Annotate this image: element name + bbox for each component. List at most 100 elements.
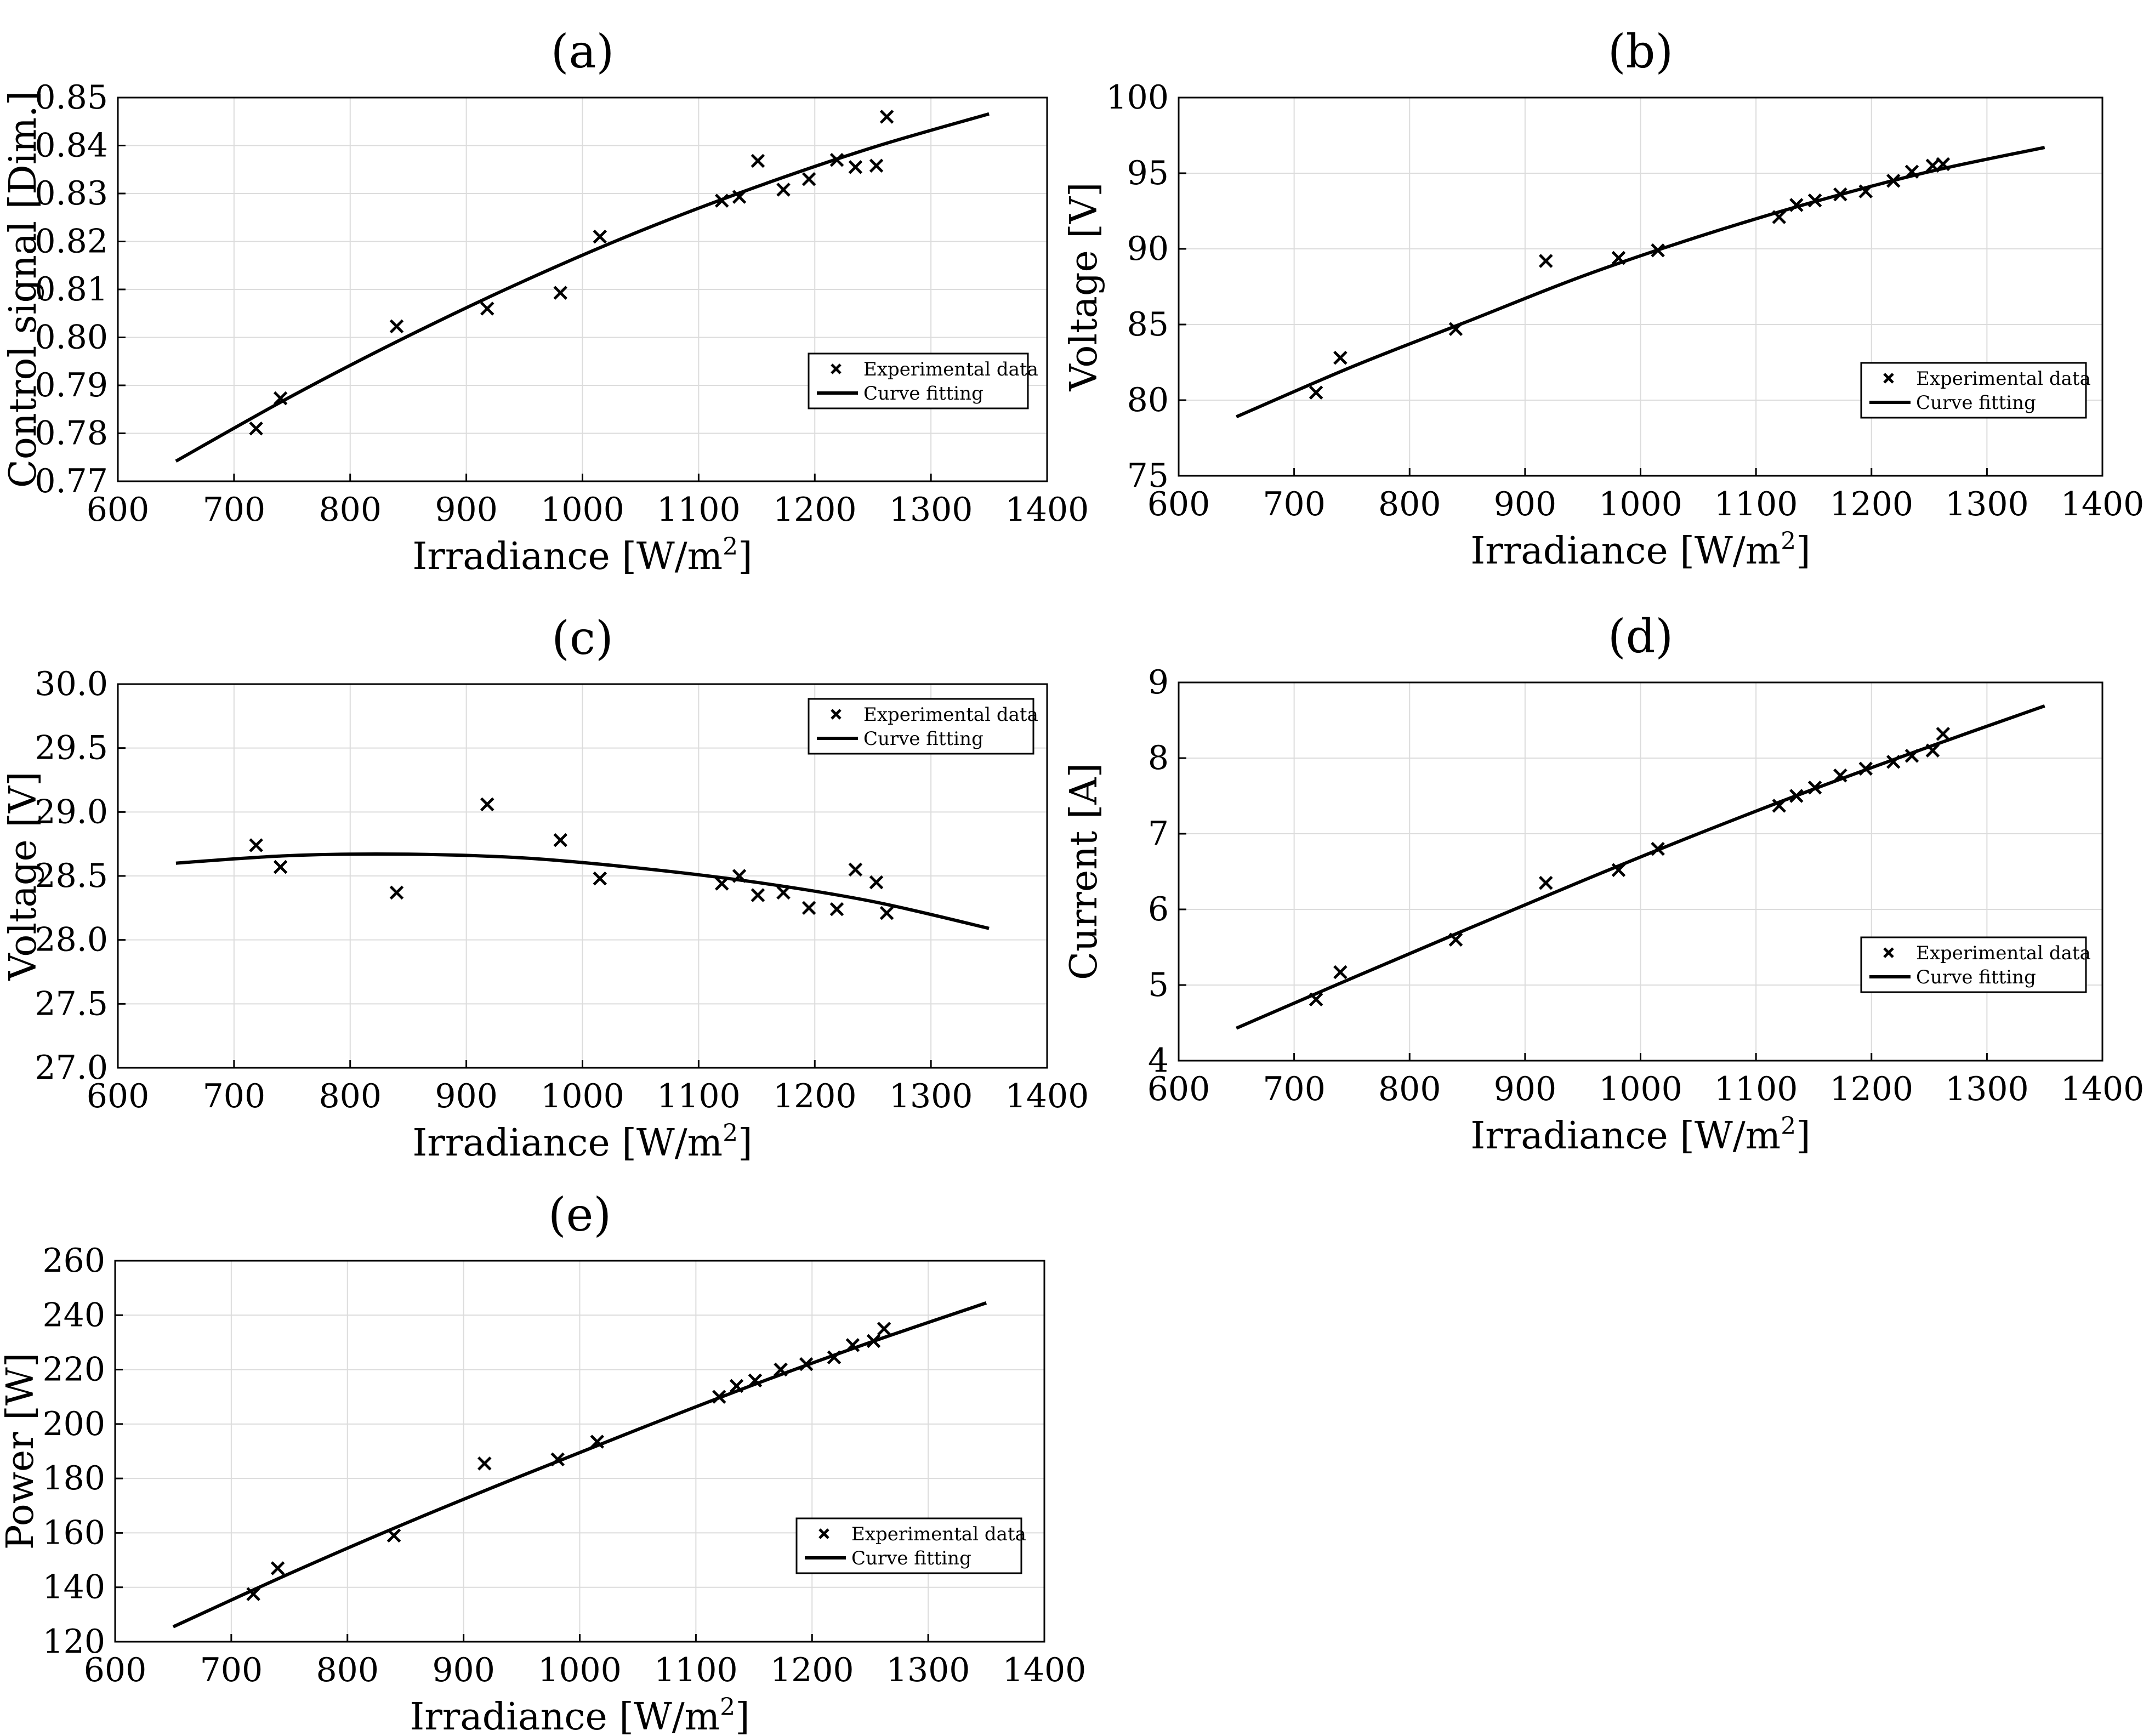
legend-label-fit: Curve fitting xyxy=(863,728,983,750)
data-point xyxy=(249,421,263,436)
legend-marker xyxy=(831,709,842,720)
legend-box xyxy=(1860,936,2087,993)
y-tick-label: 75 xyxy=(1127,457,1169,495)
x-tick-label: 1200 xyxy=(770,1651,854,1689)
x-tick-label: 900 xyxy=(432,1651,495,1689)
x-tick-label: 1400 xyxy=(1005,491,1089,529)
fit-curve-e xyxy=(172,1301,987,1629)
data-point xyxy=(593,229,607,244)
data-point xyxy=(751,153,765,168)
y-tick-label: 28.0 xyxy=(35,921,108,959)
data-point xyxy=(801,901,816,915)
x-tick-label: 1000 xyxy=(541,1077,624,1115)
legend-label-experimental: Experimental data xyxy=(1916,368,2091,390)
x-tick-label: 1200 xyxy=(1829,485,1913,523)
x-axis-label-text: Irradiance [W/m xyxy=(410,1695,720,1736)
legend-label-experimental: Experimental data xyxy=(863,704,1038,726)
y-tick-label: 9 xyxy=(1148,663,1169,702)
data-point xyxy=(270,1561,285,1575)
y-axis-label-a: Control signal [Dim.] xyxy=(2,91,45,488)
x-axis-label-end: ] xyxy=(738,1122,753,1165)
x-tick-label: 600 xyxy=(87,1077,150,1115)
data-point xyxy=(480,797,494,812)
x-tick-label: 1100 xyxy=(1714,485,1798,523)
data-point xyxy=(1936,727,1951,741)
data-point xyxy=(593,871,607,886)
x-tick-label: 1400 xyxy=(1003,1651,1087,1689)
legend-label-fit: Curve fitting xyxy=(863,383,983,405)
fit-curve-d xyxy=(1236,704,2045,1030)
fit-curve-a xyxy=(175,112,990,463)
data-point xyxy=(879,110,894,124)
x-tick-label: 1000 xyxy=(1599,1070,1682,1108)
data-point xyxy=(1333,350,1348,365)
y-tick-label: 27.0 xyxy=(35,1049,108,1087)
y-tick-label: 100 xyxy=(1106,78,1169,117)
legend-box xyxy=(808,352,1029,409)
x-axis-label-text: Irradiance [W/m xyxy=(412,535,723,578)
data-point xyxy=(879,906,894,920)
y-tick-label: 0.84 xyxy=(35,127,108,165)
y-axis-label-e: Power [W] xyxy=(0,1353,42,1550)
x-tick-label: 1300 xyxy=(889,1077,973,1115)
y-tick-label: 80 xyxy=(1127,381,1169,419)
y-tick-label: 90 xyxy=(1127,230,1169,268)
panel-title-b: (b) xyxy=(1608,25,1673,78)
x-tick-label: 600 xyxy=(87,491,150,529)
x-axis-label-b: Irradiance [W/m2] xyxy=(1470,527,1810,573)
x-tick-label: 600 xyxy=(84,1651,147,1689)
chart-panel-e: (e) 600 700 800 900 1000 1100 1200 1300 1400 120 14… xyxy=(0,1188,1086,1736)
x-axis-label-superscript: 2 xyxy=(720,1693,735,1721)
x-tick-label: 700 xyxy=(200,1651,263,1689)
data-point xyxy=(1539,254,1553,268)
legend-box xyxy=(795,1517,1022,1574)
x-tick-label: 900 xyxy=(1494,485,1557,523)
x-tick-label: 1300 xyxy=(1945,485,2029,523)
legend-marker xyxy=(818,1528,829,1539)
y-tick-label: 27.5 xyxy=(35,984,108,1023)
data-point xyxy=(848,862,863,877)
x-tick-label: 800 xyxy=(319,1077,382,1115)
x-axis-label-superscript: 2 xyxy=(723,533,738,561)
chart-panel-c: (c) 600 700 800 900 1000 1100 1200 1300 1400 27.0 2… xyxy=(2,611,1089,1165)
data-point xyxy=(249,838,263,852)
data-point xyxy=(848,160,863,174)
panel-title-c: (c) xyxy=(552,611,613,665)
x-axis-label-superscript: 2 xyxy=(723,1119,738,1147)
data-point xyxy=(877,1322,891,1336)
data-point xyxy=(751,888,765,902)
y-axis-label-b: Voltage [V] xyxy=(1062,183,1106,392)
x-tick-label: 700 xyxy=(203,1077,266,1115)
x-axis-label-superscript: 2 xyxy=(1781,527,1796,555)
x-tick-label: 900 xyxy=(435,1077,498,1115)
x-tick-label: 1200 xyxy=(773,1077,857,1115)
y-tick-label: 200 xyxy=(42,1405,105,1443)
legend-marker xyxy=(831,363,842,374)
x-tick-label: 1200 xyxy=(773,491,857,529)
fit-curve-c xyxy=(175,852,990,930)
y-tick-label: 29.0 xyxy=(35,793,108,831)
legend-marker xyxy=(1883,947,1894,958)
x-tick-label: 1100 xyxy=(657,1077,741,1115)
y-tick-label: 0.78 xyxy=(35,414,108,453)
x-tick-label: 1400 xyxy=(1005,1077,1089,1115)
x-axis-label-end: ] xyxy=(1796,1114,1811,1158)
x-axis-label-text: Irradiance [W/m xyxy=(1470,530,1781,573)
x-axis-label-end: ] xyxy=(735,1695,750,1736)
legend-label-experimental: Experimental data xyxy=(863,358,1038,380)
data-point xyxy=(477,1456,492,1471)
legend-box xyxy=(1860,362,2087,419)
data-point xyxy=(389,885,404,900)
x-tick-label: 600 xyxy=(1147,1070,1210,1108)
y-tick-label: 0.77 xyxy=(35,462,108,500)
x-tick-label: 1300 xyxy=(1945,1070,2029,1108)
panel-title-a: (a) xyxy=(551,25,615,78)
data-point xyxy=(553,833,568,847)
data-point xyxy=(1309,385,1323,400)
x-tick-label: 1100 xyxy=(1714,1070,1798,1108)
